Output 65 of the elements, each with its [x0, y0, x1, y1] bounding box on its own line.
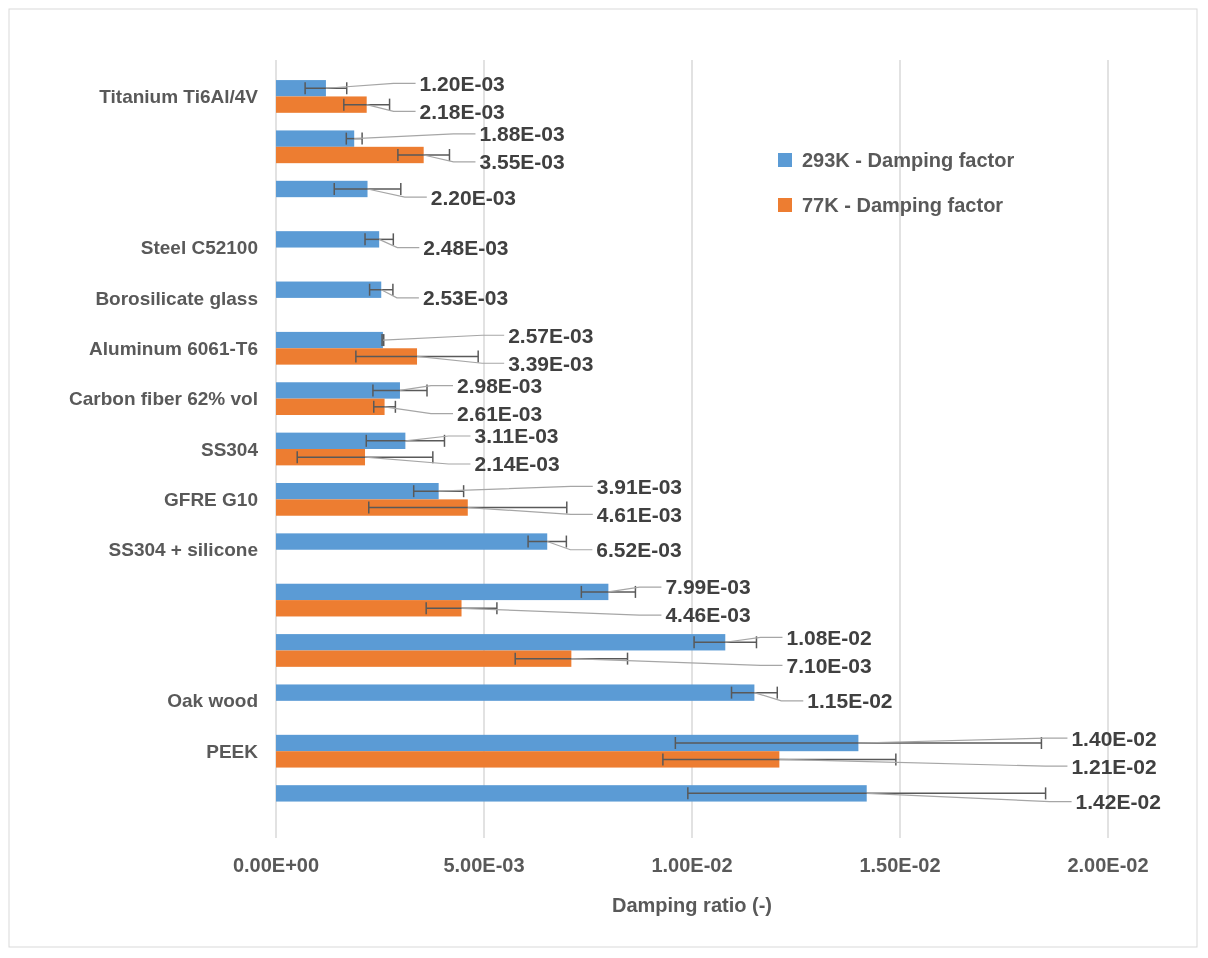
- data-label: 1.42E-02: [1075, 789, 1161, 813]
- data-label: 2.48E-03: [423, 235, 509, 259]
- data-label: 4.61E-03: [596, 502, 683, 526]
- data-label: 2.61E-03: [457, 401, 543, 425]
- y-tick-label: Titanium Ti6Al/4V: [99, 86, 259, 108]
- x-tick-label: 2.00E-02: [1067, 854, 1149, 876]
- bar: [276, 331, 383, 349]
- x-tick-label: 0.00E+00: [232, 854, 320, 876]
- bar: [276, 146, 424, 164]
- data-label: 1.21E-02: [1071, 754, 1157, 778]
- legend-label: 77K - Damping factor: [802, 194, 1004, 216]
- data-label: 1.88E-03: [479, 122, 565, 146]
- data-label: 2.18E-03: [419, 99, 505, 123]
- bar: [276, 734, 859, 752]
- data-label: 2.57E-03: [508, 323, 594, 347]
- bar: [276, 382, 400, 399]
- y-tick-label: Borosilicate glass: [95, 287, 258, 309]
- data-label: 2.98E-03: [457, 373, 543, 397]
- y-tick-label: Steel C52100: [140, 237, 258, 259]
- bar: [276, 533, 548, 550]
- bar: [276, 483, 439, 500]
- data-label: 6.52E-03: [596, 538, 682, 562]
- x-tick-label: 1.00E-02: [651, 854, 733, 876]
- bar: [276, 80, 326, 97]
- bar: [276, 180, 368, 198]
- bar: [276, 432, 406, 449]
- bar: [276, 583, 609, 601]
- bar: [276, 231, 380, 248]
- x-tick-label: 1.50E-02: [859, 854, 941, 876]
- data-label: 1.40E-02: [1071, 726, 1157, 750]
- bar: [276, 634, 726, 651]
- data-label: 2.14E-03: [474, 452, 560, 476]
- y-tick-label: SS304 + silicone: [108, 539, 258, 561]
- bar: [276, 281, 382, 298]
- bar: [276, 751, 780, 768]
- data-label: 3.11E-03: [474, 424, 559, 448]
- data-label: 3.55E-03: [479, 150, 565, 174]
- data-label: 3.91E-03: [596, 474, 683, 498]
- x-tick-label: 5.00E-03: [443, 854, 525, 876]
- data-label: 1.08E-02: [786, 625, 872, 649]
- data-label: 7.10E-03: [786, 653, 872, 677]
- y-tick-label: SS304: [200, 438, 259, 460]
- data-label: 1.15E-02: [807, 689, 893, 713]
- data-label: 2.20E-03: [430, 185, 517, 209]
- y-tick-label: Oak wood: [167, 690, 258, 712]
- data-label: 2.53E-03: [422, 286, 509, 310]
- data-label: 7.99E-03: [665, 575, 751, 599]
- y-tick-label: Carbon fiber 62% vol: [69, 388, 258, 410]
- legend-label: 293K - Damping factor: [802, 149, 1015, 171]
- bar: [276, 398, 385, 415]
- data-label: 4.46E-03: [665, 603, 751, 627]
- data-label: 3.39E-03: [508, 351, 594, 375]
- bar: [276, 130, 355, 147]
- bar: [276, 650, 572, 667]
- y-tick-label: PEEK: [206, 740, 259, 762]
- bar: [276, 785, 867, 802]
- bar: [276, 96, 367, 113]
- bar: [276, 499, 468, 516]
- bar: [276, 600, 462, 617]
- x-axis-title: Damping ratio (-): [612, 894, 772, 916]
- y-tick-label: GFRE G10: [164, 489, 258, 511]
- bar: [276, 684, 755, 701]
- y-tick-label: Aluminum 6061-T6: [89, 337, 258, 359]
- bar: [276, 348, 418, 365]
- data-label: 1.20E-03: [419, 71, 505, 95]
